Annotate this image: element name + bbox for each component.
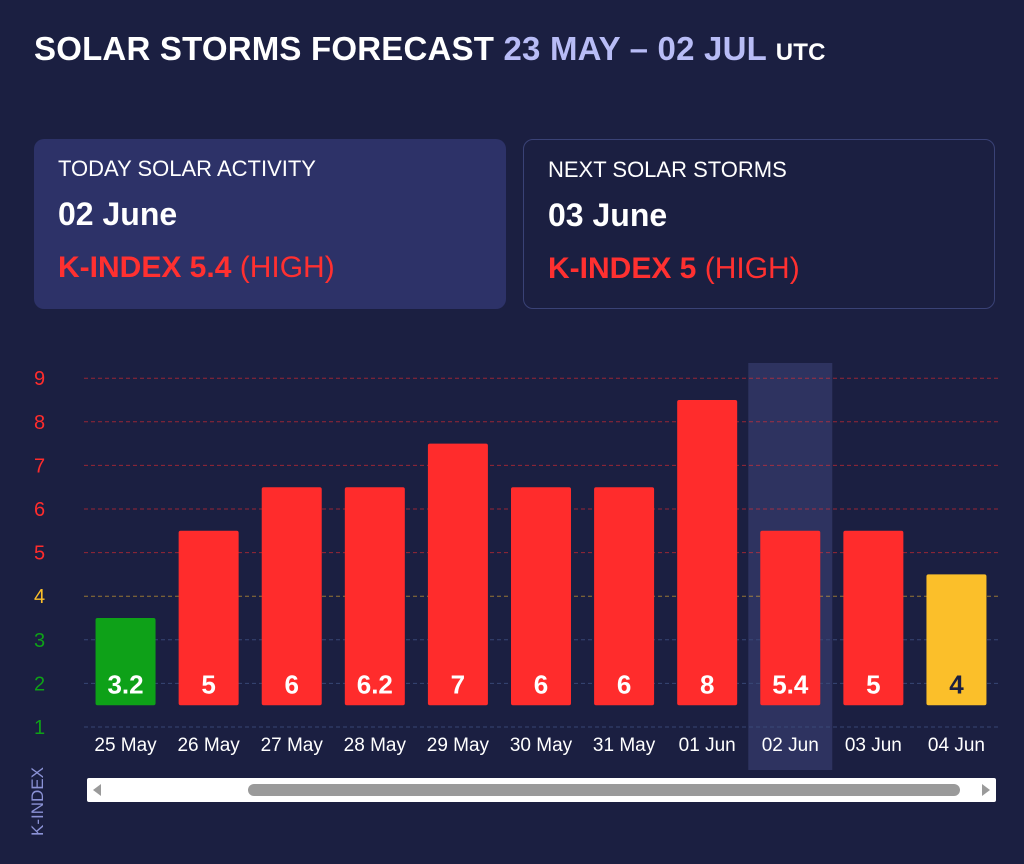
x-tick-label: 01 Jun	[679, 735, 736, 756]
x-tick-label: 26 May	[177, 735, 240, 756]
bar	[594, 487, 655, 706]
bar-value-label: 6	[617, 669, 631, 699]
bar	[843, 530, 904, 706]
y-tick-label: 8	[34, 412, 45, 434]
bar-value-label: 3.2	[107, 669, 143, 699]
x-tick-label: 31 May	[593, 735, 656, 756]
title-text: SOLAR STORMS FORECAST	[34, 30, 495, 67]
date-range: 23 MAY – 02 JUL	[503, 30, 767, 67]
y-tick-label: 7	[34, 455, 45, 477]
x-tick-label: 27 May	[261, 735, 324, 756]
today-card-date: 02 June	[58, 196, 178, 232]
bar-value-label: 5	[201, 669, 215, 699]
bar	[677, 400, 738, 706]
bar-value-label: 6	[284, 669, 298, 699]
bar	[926, 574, 987, 706]
today-card-kindex: K-INDEX 5.4 (HIGH)	[58, 251, 482, 285]
bar	[261, 487, 322, 706]
next-card-kindex: K-INDEX 5 (HIGH)	[548, 252, 970, 286]
bar-value-label: 8	[700, 669, 714, 699]
today-activity-card: TODAY SOLAR ACTIVITY 02 June K-INDEX 5.4…	[34, 139, 506, 309]
next-kindex-value: K-INDEX 5	[548, 252, 697, 285]
today-card-label: TODAY SOLAR ACTIVITY	[58, 156, 316, 181]
bar-value-label: 5	[866, 669, 880, 699]
bar-value-label: 6	[534, 669, 548, 699]
y-tick-label: 3	[34, 630, 45, 652]
next-card-label: NEXT SOLAR STORMS	[548, 157, 787, 182]
bar	[760, 530, 821, 706]
bar-value-label: 6.2	[357, 669, 393, 699]
x-tick-label: 04 Jun	[928, 735, 985, 756]
today-kindex-value: K-INDEX 5.4	[58, 251, 232, 284]
y-tick-label: 2	[34, 673, 45, 695]
x-tick-label: 28 May	[344, 735, 407, 756]
scroll-left-arrow-icon[interactable]	[93, 784, 101, 796]
y-tick-label: 4	[34, 586, 45, 608]
y-tick-label: 6	[34, 499, 45, 521]
next-kindex-level: (HIGH)	[704, 252, 800, 285]
next-storms-card: NEXT SOLAR STORMS 03 June K-INDEX 5 (HIG…	[523, 139, 995, 309]
x-tick-label: 02 Jun	[762, 735, 819, 756]
chart-scrollbar[interactable]	[87, 778, 996, 802]
y-tick-label: 1	[34, 717, 45, 739]
page-title: SOLAR STORMS FORECAST 23 MAY – 02 JUL UT…	[34, 30, 826, 68]
bar-value-label: 4	[949, 669, 964, 699]
today-kindex-level: (HIGH)	[239, 251, 335, 284]
bar	[178, 530, 239, 706]
bar	[511, 487, 571, 706]
x-tick-label: 25 May	[94, 735, 157, 756]
bar	[427, 443, 488, 706]
y-tick-label: 9	[34, 368, 45, 390]
bar-value-label: 7	[451, 669, 465, 699]
next-card-date: 03 June	[548, 197, 668, 233]
bar	[95, 618, 156, 706]
y-tick-label: 5	[34, 543, 45, 565]
x-tick-label: 03 Jun	[845, 735, 902, 756]
x-tick-label: 29 May	[427, 735, 490, 756]
scroll-right-arrow-icon[interactable]	[982, 784, 990, 796]
timezone-label: UTC	[775, 39, 826, 66]
x-tick-label: 30 May	[510, 735, 573, 756]
bar-value-label: 5.4	[772, 669, 809, 699]
scrollbar-thumb[interactable]	[248, 784, 960, 796]
bar	[344, 487, 405, 706]
y-axis-label: K-INDEX	[28, 767, 47, 836]
kindex-bar-chart: 1 2 3 4 5 6 7 8 9 3.2 25 May 5 26 May 6 27 May 6.2 28 Ma…	[34, 363, 998, 770]
